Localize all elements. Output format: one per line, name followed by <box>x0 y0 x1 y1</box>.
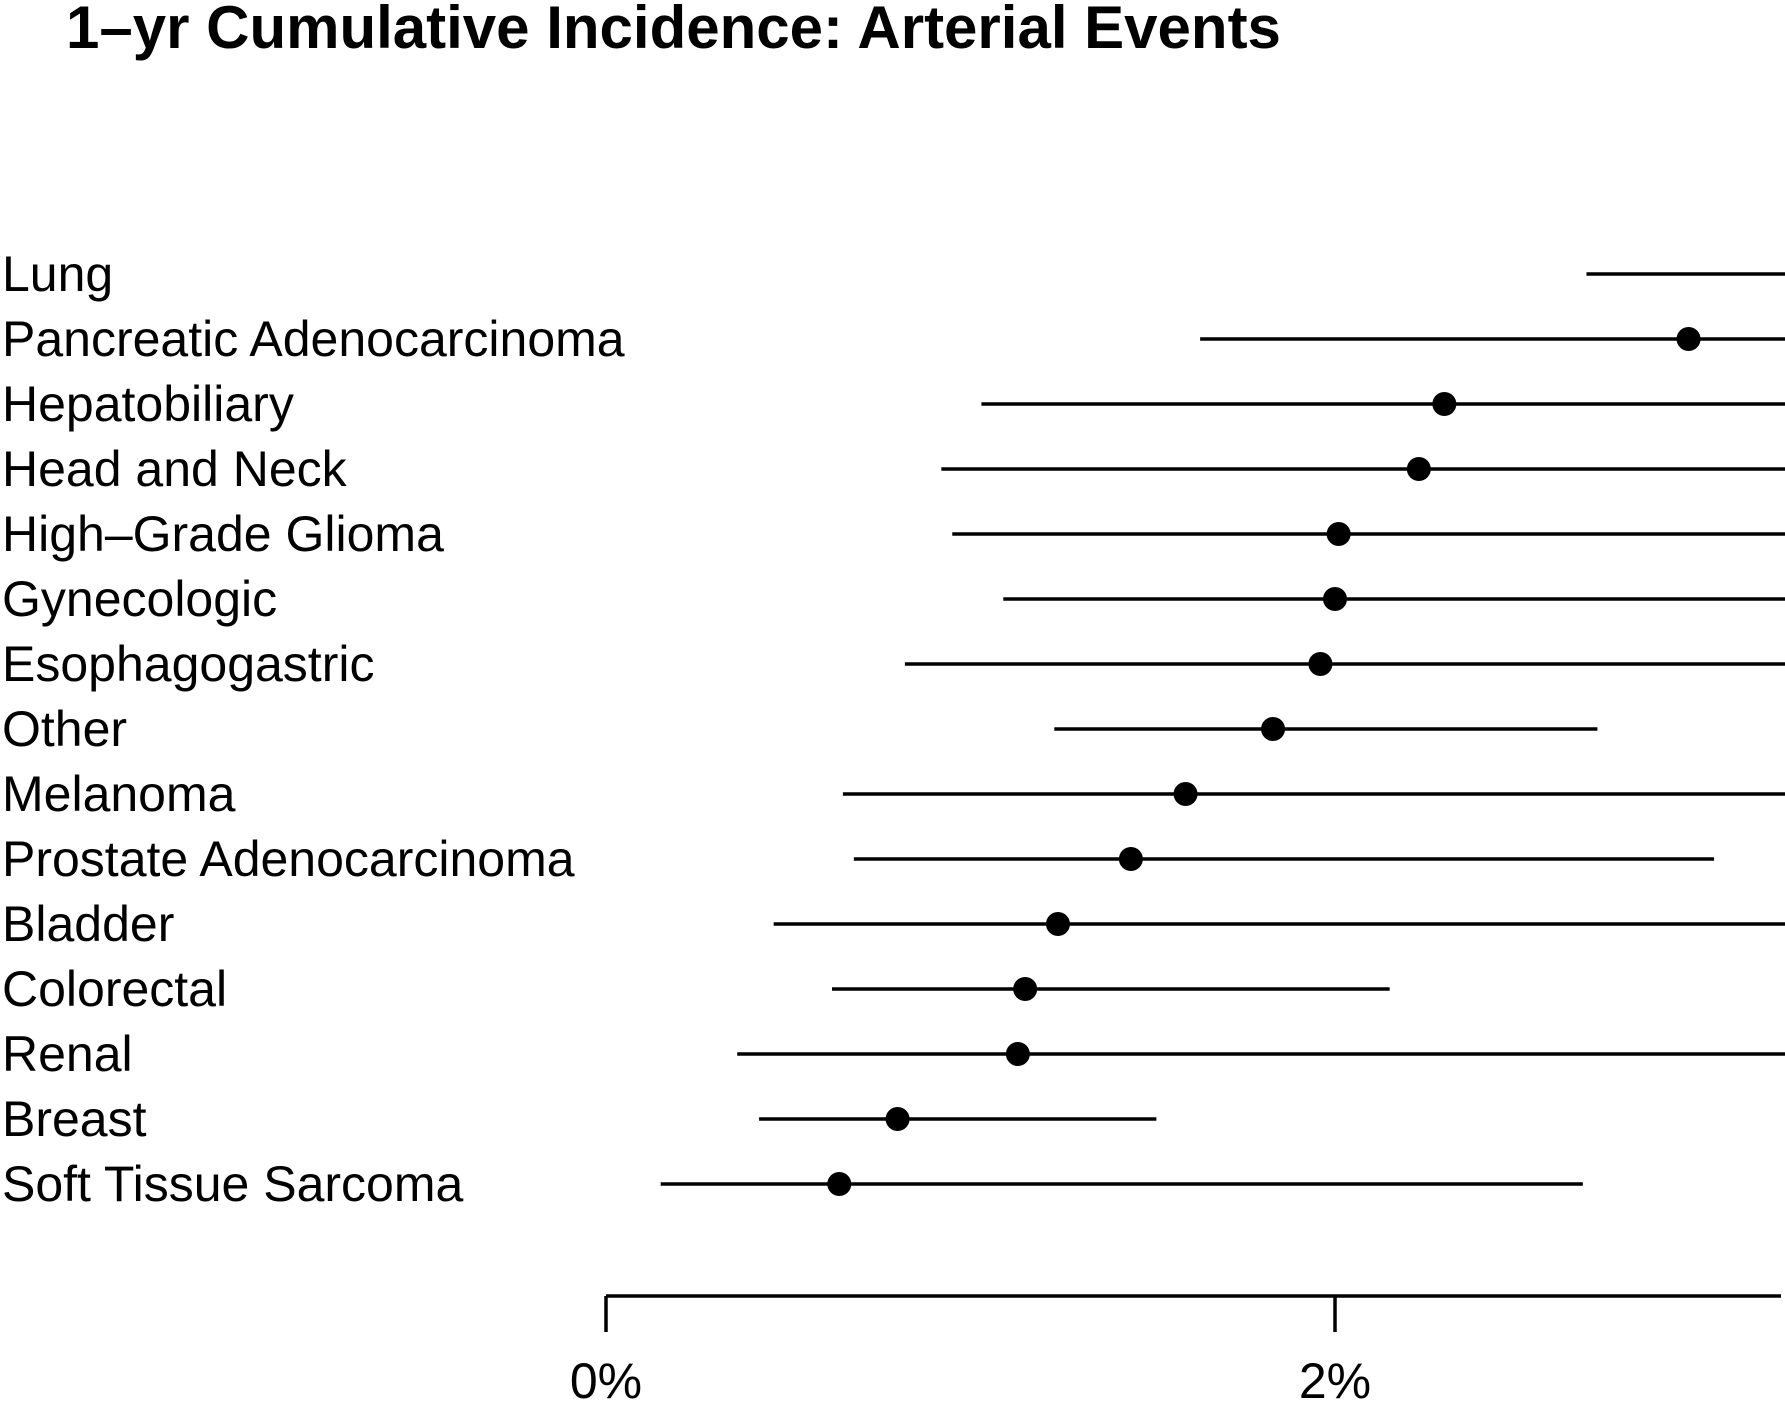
category-label: Melanoma <box>2 766 236 822</box>
point-estimate <box>1045 912 1070 936</box>
point-estimate <box>1308 652 1333 676</box>
row: Pancreatic Adenocarcinoma <box>2 311 1785 367</box>
point-estimate <box>885 1107 910 1131</box>
category-label: Lung <box>2 246 113 302</box>
x-axis: 0%2%4%6% <box>570 1294 1781 1409</box>
row: Prostate Adenocarcinoma <box>2 831 1715 887</box>
row: Esophagogastric <box>2 636 1785 692</box>
category-label: Gynecologic <box>2 571 277 627</box>
point-estimate <box>1323 587 1347 611</box>
point-estimate <box>1676 327 1701 351</box>
row: Breast <box>2 1091 1157 1147</box>
point-estimate <box>1173 782 1198 806</box>
row: Melanoma <box>2 766 1785 822</box>
row: Renal <box>2 1026 1785 1082</box>
category-label: Hepatobiliary <box>2 376 294 432</box>
category-label: Renal <box>2 1026 133 1082</box>
category-label: Bladder <box>2 896 174 952</box>
x-tick-label: 0% <box>570 1353 642 1409</box>
point-estimate <box>1326 522 1351 546</box>
row: Hepatobiliary <box>2 376 1785 432</box>
point-estimate <box>1005 1042 1030 1066</box>
category-label: Head and Neck <box>2 441 348 497</box>
category-label: Pancreatic Adenocarcinoma <box>2 311 625 367</box>
point-estimate <box>827 1172 852 1196</box>
point-estimate <box>1013 977 1038 1001</box>
row: Gynecologic <box>2 571 1785 627</box>
point-estimate <box>1118 847 1143 871</box>
row: Other <box>2 701 1598 757</box>
plot-rows: Lung Pancreatic Adenocarcinoma Hepatobilia… <box>2 246 1785 1212</box>
row: Colorectal <box>2 961 1390 1017</box>
row: Lung <box>2 246 1785 302</box>
category-label: Breast <box>2 1091 147 1147</box>
point-estimate <box>1432 392 1457 416</box>
point-estimate <box>1261 717 1286 741</box>
category-label: Prostate Adenocarcinoma <box>2 831 575 887</box>
chart-title: 1–yr Cumulative Incidence: Arterial Even… <box>66 0 1281 61</box>
category-label: Other <box>2 701 127 757</box>
row: Head and Neck <box>2 441 1785 497</box>
x-tick-label: 2% <box>1299 1353 1371 1409</box>
category-label: High–Grade Glioma <box>2 506 444 562</box>
category-label: Esophagogastric <box>2 636 374 692</box>
category-label: Soft Tissue Sarcoma <box>2 1156 463 1212</box>
row: Soft Tissue Sarcoma <box>2 1156 1583 1212</box>
row: High–Grade Glioma <box>2 506 1785 562</box>
row: Bladder <box>2 896 1785 952</box>
point-estimate <box>1406 457 1431 481</box>
category-label: Colorectal <box>2 961 227 1017</box>
